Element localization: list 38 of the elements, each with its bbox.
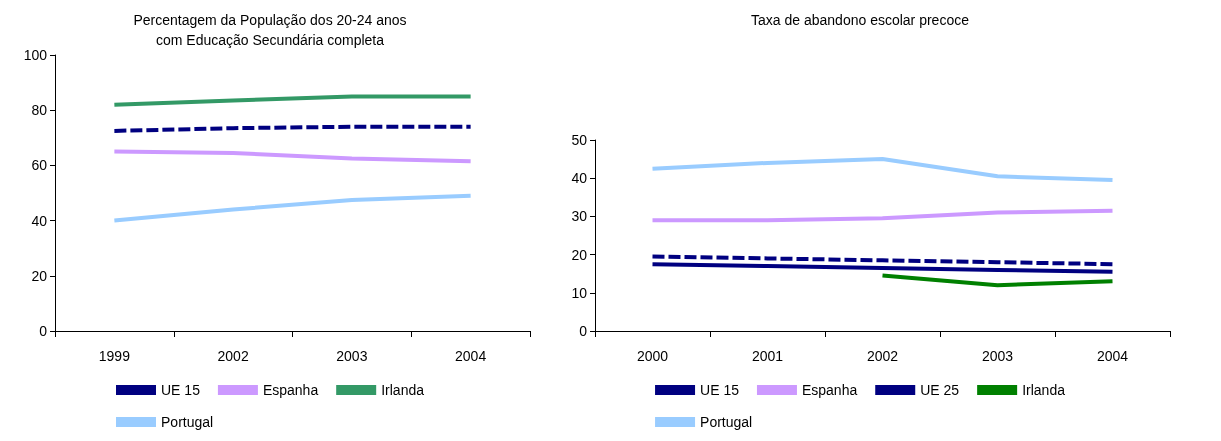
- line-series: [650, 262, 1115, 274]
- x-tick-label: 2002: [866, 348, 899, 364]
- x-tick-label: 2004: [455, 348, 487, 364]
- legend-label: UE 15: [161, 382, 201, 398]
- x-tick-label: 2000: [636, 348, 669, 364]
- legend-label: Espanha: [801, 382, 858, 398]
- legend-label: Irlanda: [1022, 382, 1066, 398]
- line-series: [112, 193, 473, 223]
- legend-label: Portugal: [161, 414, 214, 430]
- y-tick-label: 30: [571, 208, 588, 225]
- legend-label: Irlanda: [381, 382, 425, 398]
- chart-title: Percentagem da População dos 20-24 anos com Educação Secundária completa: [133, 12, 407, 48]
- y-tick-label: 100: [23, 47, 48, 63]
- line-series: [112, 149, 473, 164]
- line-series: [650, 254, 1115, 267]
- chart-title: Taxa de abandono escolar precoce: [751, 12, 970, 28]
- x-tick-label: 2002: [217, 348, 249, 364]
- legend-label: Portugal: [700, 414, 753, 430]
- y-tick-label: 10: [571, 284, 588, 301]
- legend-label: UE 25: [920, 382, 960, 398]
- x-tick-label: 1999: [98, 348, 131, 364]
- legend-label: Espanha: [262, 382, 319, 398]
- x-tick-label: 2001: [751, 348, 784, 364]
- y-tick-label: 60: [31, 157, 48, 174]
- line-series: [650, 208, 1115, 223]
- y-tick-label: 0: [39, 323, 48, 339]
- x-tick-label: 2003: [336, 348, 368, 364]
- y-tick-label: 0: [579, 323, 588, 339]
- y-tick-label: 80: [31, 102, 48, 119]
- y-tick-label: 20: [571, 246, 588, 263]
- y-tick-label: 50: [571, 132, 588, 148]
- y-tick-label: 20: [31, 267, 48, 284]
- x-tick-label: 2003: [981, 348, 1014, 364]
- y-tick-label: 40: [571, 170, 588, 187]
- legend-label: UE 15: [700, 382, 740, 398]
- line-series: [650, 157, 1115, 183]
- y-tick-label: 40: [31, 212, 48, 229]
- x-tick-label: 2004: [1096, 348, 1129, 364]
